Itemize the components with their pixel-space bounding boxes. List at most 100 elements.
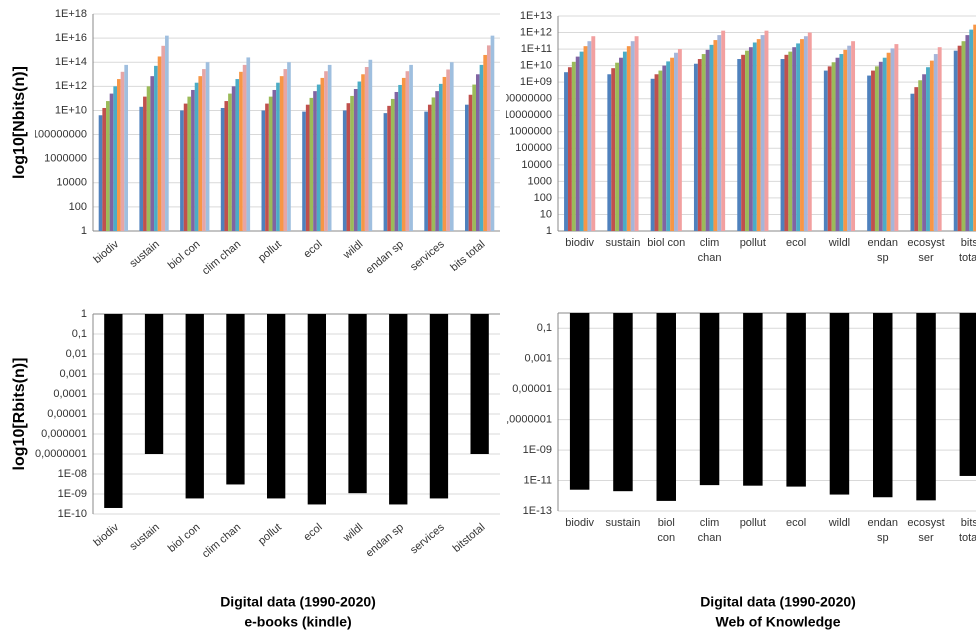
bar xyxy=(873,313,893,498)
bar xyxy=(835,57,840,231)
bar xyxy=(316,84,321,231)
y-tick-label: 0,0001 xyxy=(53,388,87,400)
bar xyxy=(957,45,962,231)
bar xyxy=(890,48,895,232)
x-tick-label: biodiv xyxy=(91,521,121,549)
y-tick-label: 0,00001 xyxy=(512,383,552,395)
bar xyxy=(918,80,923,231)
x-tick-label: ecol xyxy=(301,238,324,260)
bar xyxy=(851,41,856,232)
bar xyxy=(914,87,919,231)
x-tick-label: services xyxy=(408,521,447,556)
x-tick-label: biol con xyxy=(166,238,203,272)
bar xyxy=(894,44,899,231)
y-tick-label: 1E-08 xyxy=(58,468,87,480)
y-tick-label: 0,001 xyxy=(524,353,552,365)
bar xyxy=(886,52,891,232)
bar xyxy=(745,50,749,232)
x-tick-label: sustain xyxy=(605,517,641,529)
bar xyxy=(697,59,702,231)
bar xyxy=(104,314,123,508)
y-tick-label: 1E-09 xyxy=(523,444,552,456)
bar xyxy=(874,66,879,231)
x-tick-label: bitstotal xyxy=(451,521,488,555)
x-tick-label: wildl xyxy=(828,237,851,249)
bar xyxy=(910,93,915,231)
y-tick-label: 100 xyxy=(534,192,552,204)
bar xyxy=(266,314,286,499)
bar xyxy=(468,94,473,232)
caption: Web of Knowledge xyxy=(716,614,841,630)
y-tick-label: 10000 xyxy=(56,177,87,189)
x-tick-label: sustain xyxy=(127,521,161,553)
bar xyxy=(394,91,399,231)
bar xyxy=(226,314,245,485)
bar xyxy=(937,47,942,231)
bar xyxy=(871,70,875,231)
y-tick-label: 0,0000001 xyxy=(500,414,552,426)
bar xyxy=(231,86,236,231)
x-tick-label: pollut xyxy=(739,517,766,529)
x-tick-label: pollut xyxy=(256,238,284,264)
y-tick-label: 1 xyxy=(546,225,552,237)
bar xyxy=(666,61,671,231)
x-tick-label: wildl xyxy=(340,521,365,545)
bar xyxy=(98,115,103,231)
y-tick-label: 10 xyxy=(540,208,552,220)
bar xyxy=(139,106,144,231)
bar xyxy=(796,43,801,231)
y-tick-label: 1E-09 xyxy=(58,488,87,500)
x-tick-label: endan sp xyxy=(867,237,899,264)
bar xyxy=(194,82,199,231)
bar xyxy=(446,69,450,231)
bar xyxy=(202,69,206,231)
y-tick-label: 1 xyxy=(81,308,87,320)
y-tick-label: 10000000 xyxy=(503,109,552,121)
bar xyxy=(717,35,722,232)
x-tick-label: endan sp xyxy=(867,517,899,544)
y-tick-label: 1E-10 xyxy=(58,508,87,520)
bar xyxy=(150,76,155,232)
bar xyxy=(398,84,402,231)
bar xyxy=(276,82,280,231)
bar xyxy=(409,64,413,231)
bar xyxy=(571,61,576,232)
bar xyxy=(878,61,883,232)
bar xyxy=(626,46,631,232)
bar xyxy=(713,40,718,232)
bar xyxy=(235,79,240,231)
bar xyxy=(268,96,273,232)
bar xyxy=(973,24,976,231)
bar xyxy=(427,104,432,231)
y-tick-label: 1E+12 xyxy=(55,80,87,92)
bar xyxy=(390,98,395,231)
bar xyxy=(154,65,158,231)
x-tick-label: pollut xyxy=(256,521,284,547)
bar xyxy=(348,314,367,494)
y-tick-label: 0,000001 xyxy=(41,428,87,440)
bar xyxy=(113,86,118,231)
bar xyxy=(705,49,710,232)
bar xyxy=(183,103,188,231)
x-tick-label: ecol xyxy=(301,521,324,543)
bar xyxy=(387,105,391,231)
bar xyxy=(591,36,596,232)
bar xyxy=(839,54,844,231)
y-tick-label: 1E+13 xyxy=(520,10,552,22)
x-tick-label: wildl xyxy=(340,238,365,262)
bar xyxy=(483,54,487,232)
y-tick-label: 1E+09 xyxy=(520,76,552,88)
bar xyxy=(180,110,184,231)
bar xyxy=(634,36,639,232)
bar xyxy=(449,62,454,231)
y-tick-label: 1E+18 xyxy=(55,8,87,20)
x-tick-label: sustain xyxy=(605,237,641,249)
bar xyxy=(916,313,936,501)
bar xyxy=(157,56,162,231)
bar xyxy=(748,47,753,231)
x-tick-label: services xyxy=(408,238,447,273)
bar xyxy=(205,62,210,231)
bar xyxy=(383,113,388,231)
